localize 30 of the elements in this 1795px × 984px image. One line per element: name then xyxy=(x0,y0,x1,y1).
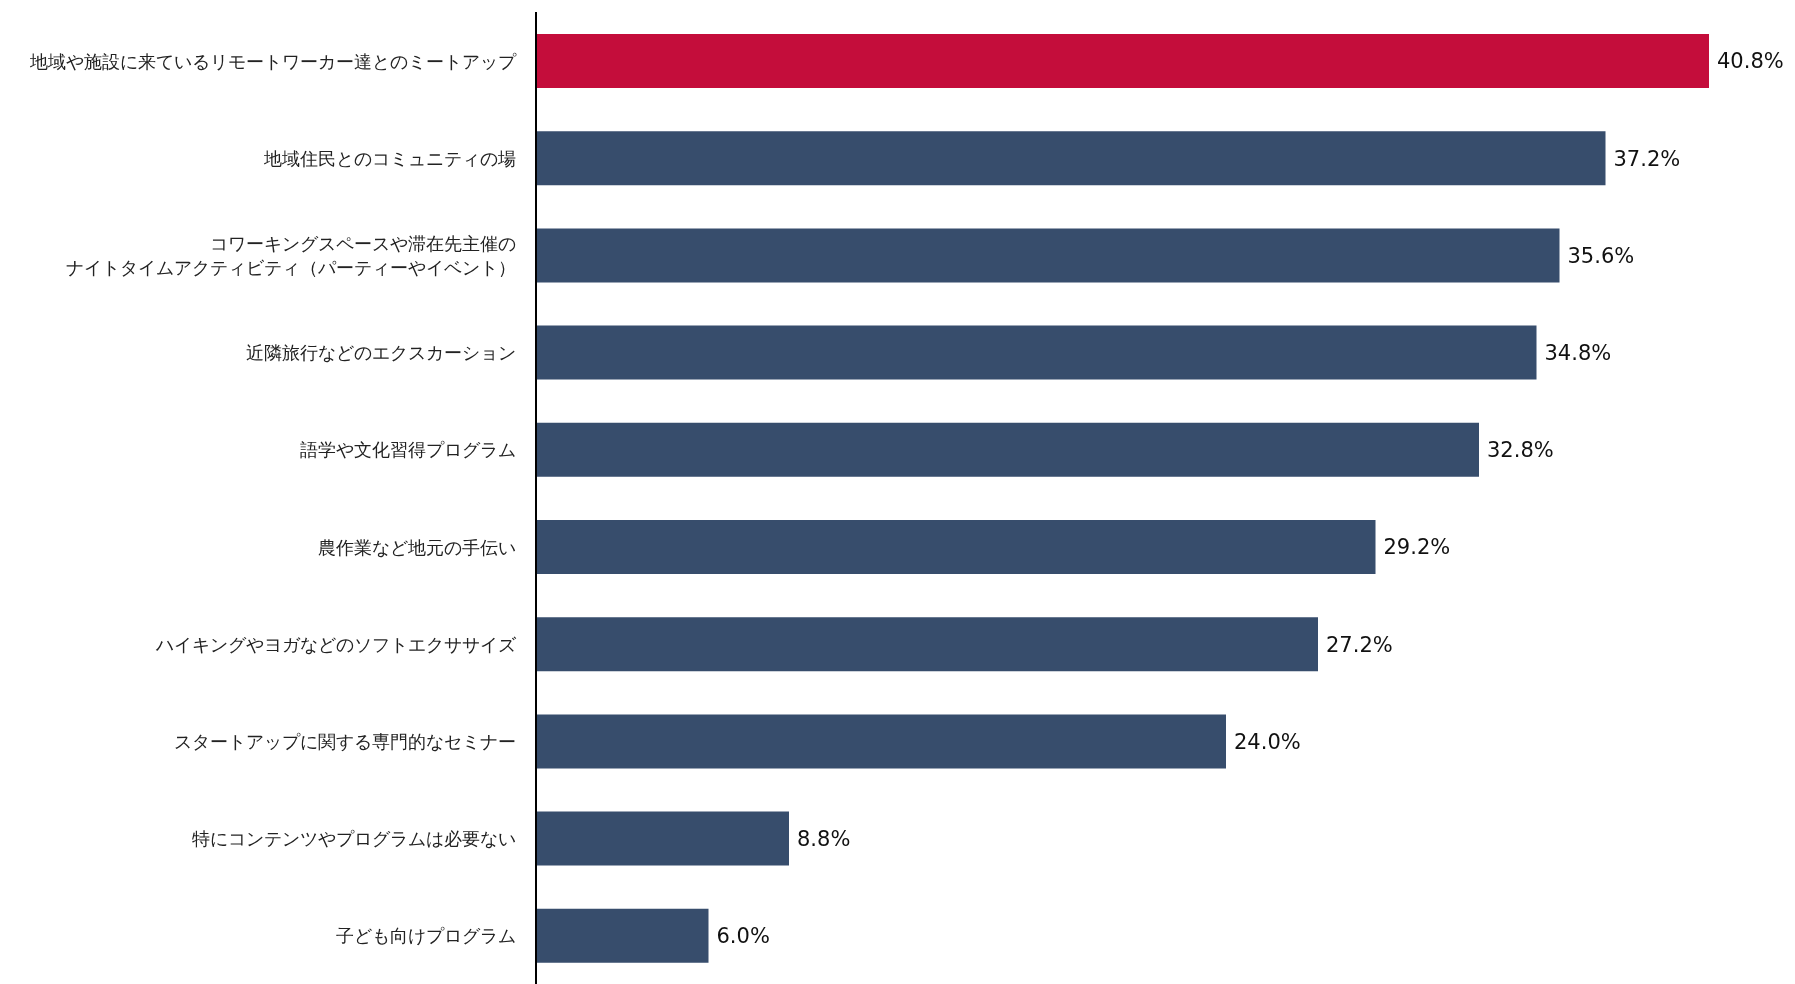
data-label: 37.2% xyxy=(1613,146,1681,171)
y-tick-label: 特にコンテンツやプログラムは必要ない xyxy=(192,828,516,850)
data-label: 27.2% xyxy=(1326,632,1393,657)
data-label: 8.8% xyxy=(797,827,851,852)
bar xyxy=(536,325,1537,380)
data-label: 29.2% xyxy=(1383,535,1451,560)
bar xyxy=(536,131,1606,186)
bar xyxy=(536,617,1318,672)
y-tick-label: スタートアップに関する専門的なセミナー xyxy=(174,731,516,752)
y-tick-label: コワーキングスペースや滞在先主催のナイトタイムアクティビティ（パーティーやイベント） xyxy=(66,233,516,278)
y-tick-label: 近隣旅行などのエクスカーション xyxy=(246,342,516,364)
bar xyxy=(536,714,1226,769)
data-label: 40.8% xyxy=(1717,49,1784,74)
y-tick-label: 地域住民とのコミュニティの場 xyxy=(263,147,516,169)
data-label: 24.0% xyxy=(1234,729,1301,754)
y-tick-label: 農作業など地元の手伝い xyxy=(318,536,516,558)
bar xyxy=(536,908,709,963)
y-tick-label: ハイキングやヨガなどのソフトエクササイズ xyxy=(155,633,517,655)
bar xyxy=(536,422,1479,477)
y-tick-label: 語学や文化習得プログラム xyxy=(300,439,516,461)
data-label: 6.0% xyxy=(716,924,770,949)
y-tick-label: 子ども向けプログラム xyxy=(336,925,516,947)
bar xyxy=(536,811,789,866)
bar xyxy=(536,228,1560,283)
data-label: 35.6% xyxy=(1567,243,1635,268)
bar xyxy=(536,34,1709,88)
bar xyxy=(536,520,1376,574)
data-label: 32.8% xyxy=(1487,438,1554,463)
data-label: 34.8% xyxy=(1544,341,1612,366)
y-tick-label: 地域や施設に来ているリモートワーカー達とのミートアップ xyxy=(29,50,517,72)
